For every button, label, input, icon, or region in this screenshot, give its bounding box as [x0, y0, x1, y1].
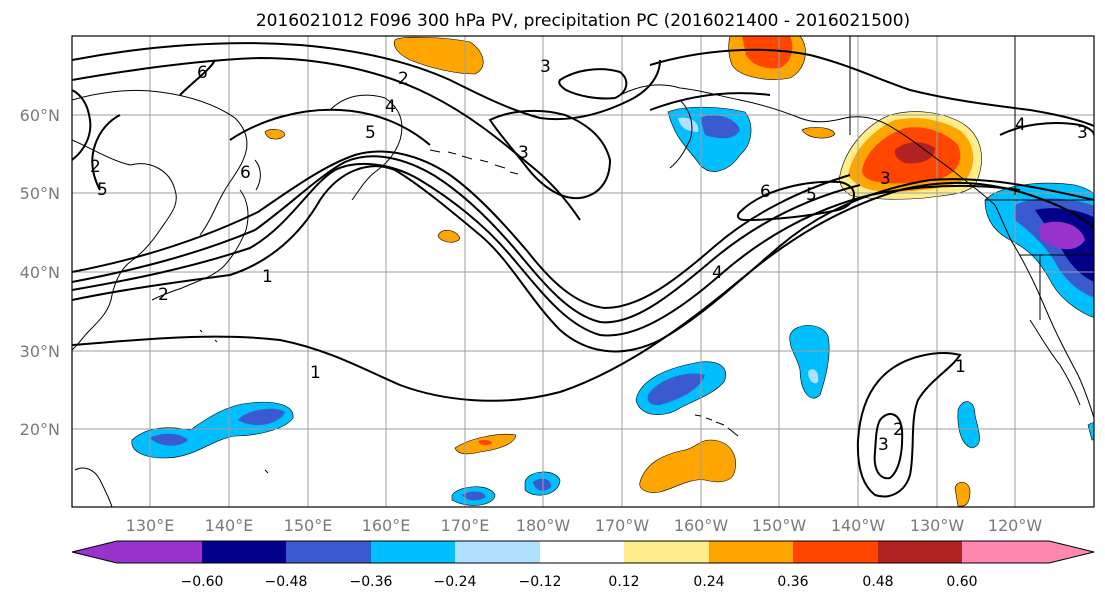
colorbar-segment	[540, 541, 624, 563]
pv-label: 4	[1015, 115, 1026, 135]
lon-label: 130°W	[910, 516, 965, 535]
pv-label: 6	[240, 163, 251, 183]
lon-label: 120°W	[988, 516, 1043, 535]
colorbar-segment	[709, 541, 793, 563]
pv-label: 5	[97, 180, 108, 200]
colorbar-tick: 0.12	[608, 574, 639, 590]
pv-label: 4	[385, 97, 396, 117]
colorbar-segment	[793, 541, 878, 563]
pv-contour-labels: 6 5 2 3 4 5 6 1 2 3 1 2 3 4 5 6 3 1 2 3	[90, 57, 1088, 455]
lon-label: 160°W	[674, 516, 729, 535]
lat-label: 20°N	[20, 420, 60, 439]
precipitation-shading	[131, 36, 1094, 507]
colorbar: −0.60 −0.48 −0.36 −0.24 −0.12 0.12 0.24 …	[71, 540, 1095, 590]
pv-label: 3	[518, 143, 529, 163]
pv-label: 6	[760, 182, 771, 202]
map-frame	[71, 35, 1095, 508]
colorbar-tick: 0.36	[777, 574, 808, 590]
colorbar-segment	[371, 541, 455, 563]
pv-label: 3	[540, 57, 551, 77]
pv-label: 3	[1077, 123, 1088, 143]
colorbar-outline	[71, 540, 1095, 564]
colorbar-segment	[455, 541, 540, 563]
pv-label: 1	[310, 363, 321, 383]
colorbar-tick: −0.24	[434, 574, 477, 590]
lon-label: 170°W	[595, 516, 650, 535]
pv-label: 3	[878, 435, 889, 455]
longitude-labels: 130°E 140°E 150°E 160°E 170°E 180°W 170°…	[126, 516, 1043, 535]
pv-label: 1	[955, 357, 966, 377]
coastlines	[72, 36, 1094, 507]
lon-label: 180°W	[516, 516, 571, 535]
colorbar-tick: −0.36	[350, 574, 393, 590]
colorbar-tick: 0.60	[946, 574, 977, 590]
colorbar-tick: −0.12	[519, 574, 562, 590]
lat-label: 60°N	[20, 106, 60, 125]
pv-label: 3	[880, 169, 891, 189]
lon-label: 130°E	[126, 516, 175, 535]
lon-label: 150°W	[752, 516, 807, 535]
plot-title: 2016021012 F096 300 hPa PV, precipitatio…	[256, 11, 910, 31]
colorbar-ticks: −0.60 −0.48 −0.36 −0.24 −0.12 0.12 0.24 …	[181, 574, 978, 590]
pv-label: 1	[262, 267, 273, 287]
lat-label: 30°N	[20, 342, 60, 361]
colorbar-tick: 0.24	[693, 574, 724, 590]
pv-label: 2	[398, 69, 409, 89]
pv-label: 2	[893, 420, 904, 440]
lat-label: 40°N	[20, 263, 60, 282]
colorbar-tick: −0.48	[265, 574, 308, 590]
pv-label: 5	[365, 123, 376, 143]
colorbar-segment	[72, 541, 202, 563]
colorbar-segment	[878, 541, 962, 563]
pv-label: 2	[90, 157, 101, 177]
lon-label: 160°E	[362, 516, 411, 535]
colorbar-segments	[71, 540, 1095, 564]
colorbar-segment	[202, 541, 286, 563]
colorbar-segment	[286, 541, 371, 563]
lon-label: 140°E	[205, 516, 254, 535]
lon-label: 140°W	[831, 516, 886, 535]
colorbar-tick: −0.60	[181, 574, 224, 590]
pv-label: 2	[158, 285, 169, 305]
map-area: 6 5 2 3 4 5 6 1 2 3 1 2 3 4 5 6 3 1 2 3	[71, 35, 1095, 508]
latitude-labels: 60°N 50°N 40°N 30°N 20°N	[20, 106, 60, 439]
colorbar-tick: 0.48	[862, 574, 893, 590]
colorbar-segment	[962, 541, 1094, 563]
lat-label: 50°N	[20, 184, 60, 203]
pv-contours	[72, 42, 1094, 498]
pv-label: 6	[197, 63, 208, 83]
lon-label: 150°E	[284, 516, 333, 535]
colorbar-segment	[624, 541, 709, 563]
lon-label: 170°E	[441, 516, 490, 535]
pv-label: 4	[712, 263, 723, 283]
pv-label: 5	[806, 185, 817, 205]
graticule	[72, 36, 1094, 507]
